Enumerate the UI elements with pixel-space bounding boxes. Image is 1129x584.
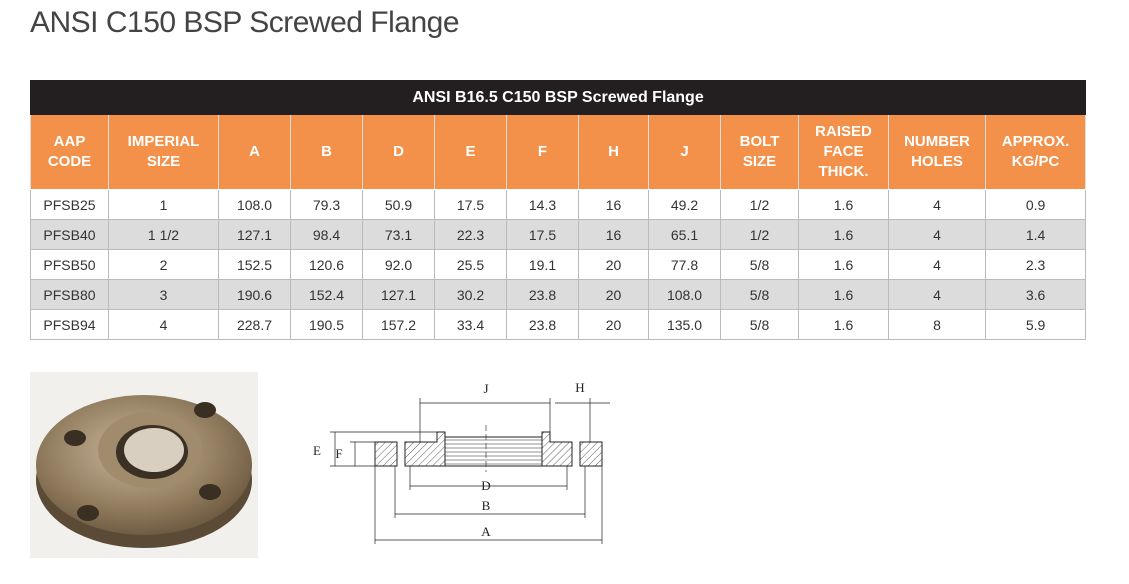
table-cell: 2.3 — [984, 249, 1087, 280]
dimension-label: J — [483, 381, 488, 396]
table-cell: 4 — [888, 219, 986, 250]
table-cell: 108.0 — [218, 189, 291, 220]
flange-photo — [30, 372, 258, 558]
table-cell: 17.5 — [506, 219, 579, 250]
dimension-label: E — [313, 443, 321, 458]
table-cell: 5/8 — [720, 309, 799, 340]
dimension-label: H — [575, 380, 584, 395]
table-cell: 4 — [108, 309, 219, 340]
table-cell: 1.6 — [798, 309, 889, 340]
table-cell: 5/8 — [720, 279, 799, 310]
table-cell: PFSB40 — [30, 219, 109, 250]
table-cell: 152.4 — [290, 279, 363, 310]
table-cell: 14.3 — [506, 189, 579, 220]
flange-table: ANSI B16.5 C150 BSP Screwed Flange AAP C… — [29, 80, 1087, 340]
table-cell: 23.8 — [506, 279, 579, 310]
table-cell: 127.1 — [362, 279, 435, 310]
column-header: H — [578, 114, 649, 190]
table-cell: 30.2 — [434, 279, 507, 310]
table-cell: 152.5 — [218, 249, 291, 280]
dimension-label: B — [482, 498, 491, 513]
table-cell: 25.5 — [434, 249, 507, 280]
header-row: AAP CODE IMPERIAL SIZE A B D E F H J BOLT SIZE RAI… — [30, 114, 1087, 190]
table-caption: ANSI B16.5 C150 BSP Screwed Flange — [29, 80, 1087, 115]
table-cell: 190.6 — [218, 279, 291, 310]
table-cell: 22.3 — [434, 219, 507, 250]
table-cell: 2 — [108, 249, 219, 280]
table-cell: 33.4 — [434, 309, 507, 340]
dimension-label: A — [481, 524, 491, 539]
column-header: A — [218, 114, 291, 190]
table-cell: 120.6 — [290, 249, 363, 280]
column-header: AAP CODE — [30, 114, 109, 190]
table-cell: 135.0 — [648, 309, 721, 340]
table-cell: 1/2 — [720, 189, 799, 220]
dimension-label: F — [335, 446, 342, 461]
table-cell: 157.2 — [362, 309, 435, 340]
drawing-labels: J H E F DBA — [313, 380, 585, 539]
table-cell: 8 — [888, 309, 986, 340]
table-row: PFSB40 1 1/2 127.1 98.4 73.1 22.3 17.5 16 65.1 1/… — [30, 219, 1087, 250]
table-cell: 228.7 — [218, 309, 291, 340]
table-cell: 190.5 — [290, 309, 363, 340]
table-cell: PFSB50 — [30, 249, 109, 280]
table-body: PFSB25 1 108.0 79.3 50.9 17.5 14.3 16 49.2 1/2 1.6… — [30, 189, 1087, 340]
table-cell: 5.9 — [984, 309, 1087, 340]
column-header: RAISED FACE THICK. — [798, 114, 889, 190]
table-cell: 65.1 — [648, 219, 721, 250]
table-cell: 1 1/2 — [108, 219, 219, 250]
column-header: J — [648, 114, 721, 190]
flange-drawing — [330, 398, 610, 544]
column-header: IMPERIAL SIZE — [108, 114, 219, 190]
column-header: D — [362, 114, 435, 190]
table-cell: 1.4 — [984, 219, 1087, 250]
table-cell: 3 — [108, 279, 219, 310]
page-title: ANSI C150 BSP Screwed Flange — [30, 6, 460, 39]
table-cell: 0.9 — [984, 189, 1087, 220]
table-row: PFSB80 3 190.6 152.4 127.1 30.2 23.8 20 108.0 5/8… — [30, 279, 1087, 310]
table-cell: 73.1 — [362, 219, 435, 250]
table-row: PFSB94 4 228.7 190.5 157.2 33.4 23.8 20 135.0 5/8… — [30, 309, 1087, 340]
table-cell: 1/2 — [720, 219, 799, 250]
column-header: APPROX. KG/PC — [984, 114, 1087, 190]
table-cell: 98.4 — [290, 219, 363, 250]
table-cell: 20 — [578, 279, 649, 310]
table-cell: PFSB80 — [30, 279, 109, 310]
column-header: F — [506, 114, 579, 190]
table-cell: PFSB94 — [30, 309, 109, 340]
table-cell: 20 — [578, 249, 649, 280]
table-row: PFSB25 1 108.0 79.3 50.9 17.5 14.3 16 49.2 1/2 1.6… — [30, 189, 1087, 220]
table-cell: 49.2 — [648, 189, 721, 220]
table-cell: 1.6 — [798, 279, 889, 310]
table-cell: 19.1 — [506, 249, 579, 280]
table-cell: 1.6 — [798, 219, 889, 250]
dimension-label: D — [481, 478, 490, 493]
column-header: BOLT SIZE — [720, 114, 799, 190]
column-header: NUMBER HOLES — [888, 114, 986, 190]
table-cell: PFSB25 — [30, 189, 109, 220]
